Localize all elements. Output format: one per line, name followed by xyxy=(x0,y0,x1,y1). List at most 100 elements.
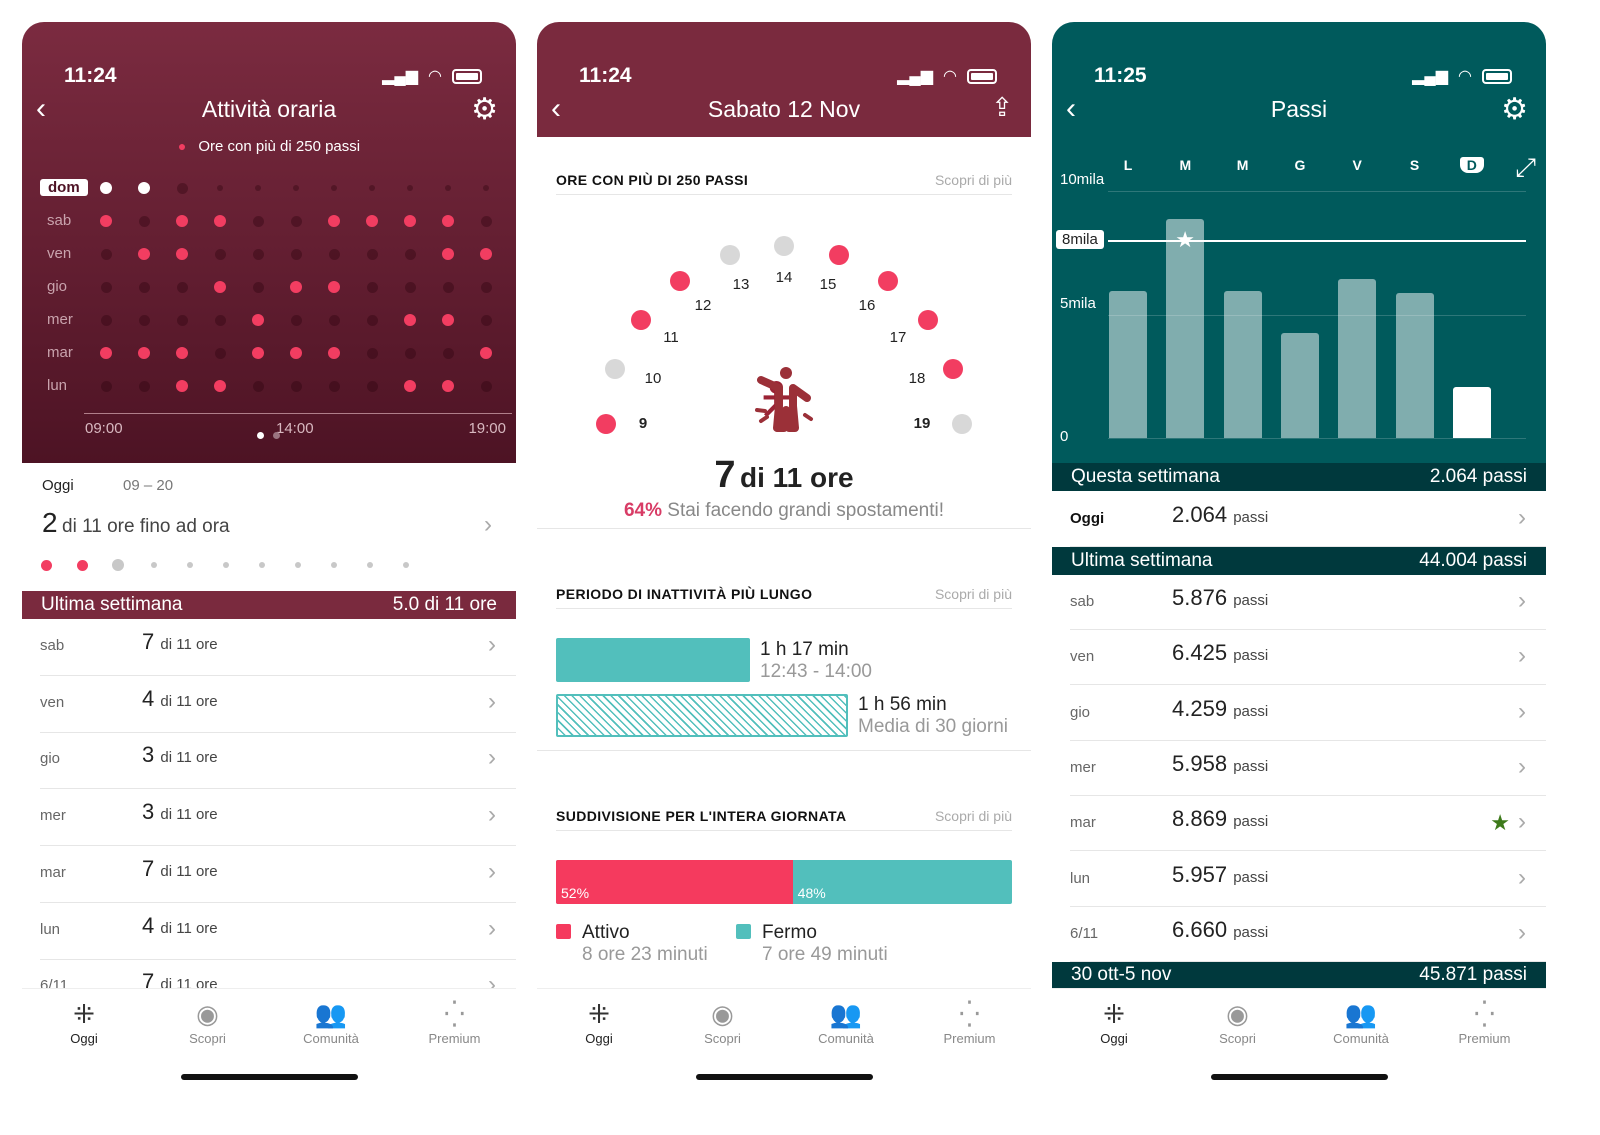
back-button[interactable]: ‹ xyxy=(36,92,46,125)
hour-dot xyxy=(605,359,625,379)
hour-label: 14 xyxy=(775,269,793,286)
list-item[interactable]: mer 5.958 passi › xyxy=(1070,741,1546,796)
bar[interactable] xyxy=(1166,218,1205,438)
gear-icon[interactable]: ⚙ xyxy=(471,93,498,126)
today-hour-dot xyxy=(295,562,301,568)
this-week-band: Questa settimana 2.064 passi xyxy=(1052,463,1546,491)
day-tick-label[interactable]: M xyxy=(1179,157,1192,173)
day-label[interactable]: sab xyxy=(47,212,72,229)
learn-more-link[interactable]: Scopri di più xyxy=(934,172,1012,188)
back-button[interactable]: ‹ xyxy=(1066,92,1076,125)
hour-dot xyxy=(252,215,264,227)
day-label[interactable]: gio xyxy=(47,278,68,295)
row-number: 4.259 xyxy=(1172,695,1228,721)
day-label[interactable]: dom xyxy=(40,179,88,196)
list-item[interactable]: sab 7 di 11 ore › xyxy=(40,619,516,676)
today-summary[interactable]: 2 di 11 ore fino ad ora › xyxy=(42,507,512,547)
row-number: 4 xyxy=(142,912,155,938)
day-label[interactable]: ven xyxy=(47,245,72,262)
hour-dot xyxy=(369,185,375,191)
tab-premium[interactable]: ⁛ Premium xyxy=(405,997,505,1046)
tab-oggi[interactable]: ⁜ Oggi xyxy=(1064,997,1164,1046)
share-icon[interactable]: ⇪ xyxy=(991,92,1013,122)
hour-label: 9 xyxy=(638,415,648,432)
tab-premium[interactable]: ⁛ Premium xyxy=(1435,997,1535,1046)
row-number: 6.660 xyxy=(1172,916,1228,942)
hour-dot xyxy=(290,248,302,260)
bar[interactable] xyxy=(1395,292,1434,438)
bar[interactable] xyxy=(1452,387,1491,438)
list-item[interactable]: mar 7 di 11 ore › xyxy=(40,846,516,903)
list-item[interactable]: ven 4 di 11 ore › xyxy=(40,676,516,733)
tab-scopri[interactable]: ◉ Scopri xyxy=(673,997,773,1046)
list-item[interactable]: lun 4 di 11 ore › xyxy=(40,903,516,960)
hour-dot xyxy=(480,314,492,326)
back-button[interactable]: ‹ xyxy=(551,92,561,125)
band-value: 45.871 passi xyxy=(1419,964,1527,985)
day-label[interactable]: mar xyxy=(47,344,73,361)
today-text: di 11 ore fino ad ora xyxy=(62,516,230,537)
star-icon: ★ xyxy=(1175,227,1196,253)
bar[interactable] xyxy=(1109,290,1147,438)
tab-comunità[interactable]: 👥 Comunità xyxy=(796,997,896,1046)
time-axis xyxy=(84,413,512,414)
day-tick-label[interactable]: V xyxy=(1352,157,1362,173)
list-item[interactable]: ven 6.425 passi › xyxy=(1070,630,1546,686)
learn-more-link[interactable]: Scopri di più xyxy=(934,586,1012,602)
day-tick-label[interactable]: S xyxy=(1409,157,1420,173)
list-item[interactable]: 6/11 6.660 passi › xyxy=(1070,907,1546,962)
band-value: 2.064 passi xyxy=(1429,466,1527,487)
row-number: 7 xyxy=(142,969,155,995)
tab-oggi[interactable]: ⁜ Oggi xyxy=(549,997,649,1046)
day-tick-label[interactable]: D xyxy=(1459,157,1484,173)
day-tick-label[interactable]: G xyxy=(1294,157,1306,173)
page-indicator[interactable] xyxy=(273,432,280,439)
list-item[interactable]: mar 8.869 passi ★ › xyxy=(1070,796,1546,852)
bar[interactable] xyxy=(1338,279,1377,438)
list-item[interactable]: gio 4.259 passi › xyxy=(1070,686,1546,741)
tab-oggi[interactable]: ⁜ Oggi xyxy=(34,997,134,1046)
tab-scopri[interactable]: ◉ Scopri xyxy=(1188,997,1288,1046)
learn-more-link[interactable]: Scopri di più xyxy=(934,808,1012,824)
tab-comunità[interactable]: 👥 Comunità xyxy=(1311,997,1411,1046)
day-tick-label[interactable]: L xyxy=(1123,157,1133,173)
day-label[interactable]: lun xyxy=(47,377,68,394)
hour-label: 17 xyxy=(889,329,907,346)
list-item[interactable]: sab 5.876 passi › xyxy=(1070,575,1546,630)
page-indicator-active[interactable] xyxy=(257,432,264,439)
hour-dot xyxy=(176,314,188,326)
bar[interactable] xyxy=(1280,332,1319,438)
day-label[interactable]: mer xyxy=(47,311,73,328)
today-row[interactable]: Oggi 2.064 passi › xyxy=(1070,492,1546,547)
hour-dot xyxy=(631,310,651,330)
row-value: 7 di 11 ore xyxy=(142,856,218,882)
tab-comunità[interactable]: 👥 Comunità xyxy=(281,997,381,1046)
summary-percent: 64% xyxy=(623,500,662,521)
bar[interactable] xyxy=(1223,290,1262,438)
average-label: Media di 30 giorni xyxy=(858,716,1008,737)
list-item[interactable]: lun 5.957 passi › xyxy=(1070,852,1546,907)
fitbit-dots-icon: ⁜ xyxy=(1103,999,1125,1029)
hour-dot xyxy=(328,347,340,359)
wifi-icon: ◠ xyxy=(943,68,957,85)
row-number: 3 xyxy=(142,742,155,768)
hours-summary: 7 di 11 ore xyxy=(537,454,1031,497)
tab-premium[interactable]: ⁛ Premium xyxy=(920,997,1020,1046)
tab-scopri[interactable]: ◉ Scopri xyxy=(158,997,258,1046)
hour-dot xyxy=(252,314,264,326)
active-percent: 52% xyxy=(561,885,590,901)
star-icon: ★ xyxy=(1490,810,1510,836)
day-tick-label[interactable]: M xyxy=(1236,157,1249,173)
chevron-right-icon: › xyxy=(1518,863,1526,891)
expand-icon[interactable]: ⤢ xyxy=(1515,152,1536,182)
list-item[interactable]: gio 3 di 11 ore › xyxy=(40,732,516,790)
hour-dot xyxy=(100,182,112,194)
hour-dot xyxy=(290,215,302,227)
list-item[interactable]: mer 3 di 11 ore › xyxy=(40,789,516,847)
summary-value: 7 xyxy=(714,454,736,496)
longest-inactivity-bar xyxy=(556,638,750,682)
community-icon: 👥 xyxy=(829,999,863,1029)
hour-dot xyxy=(252,380,264,392)
gear-icon[interactable]: ⚙ xyxy=(1501,93,1528,126)
row-number: 3 xyxy=(142,799,155,825)
